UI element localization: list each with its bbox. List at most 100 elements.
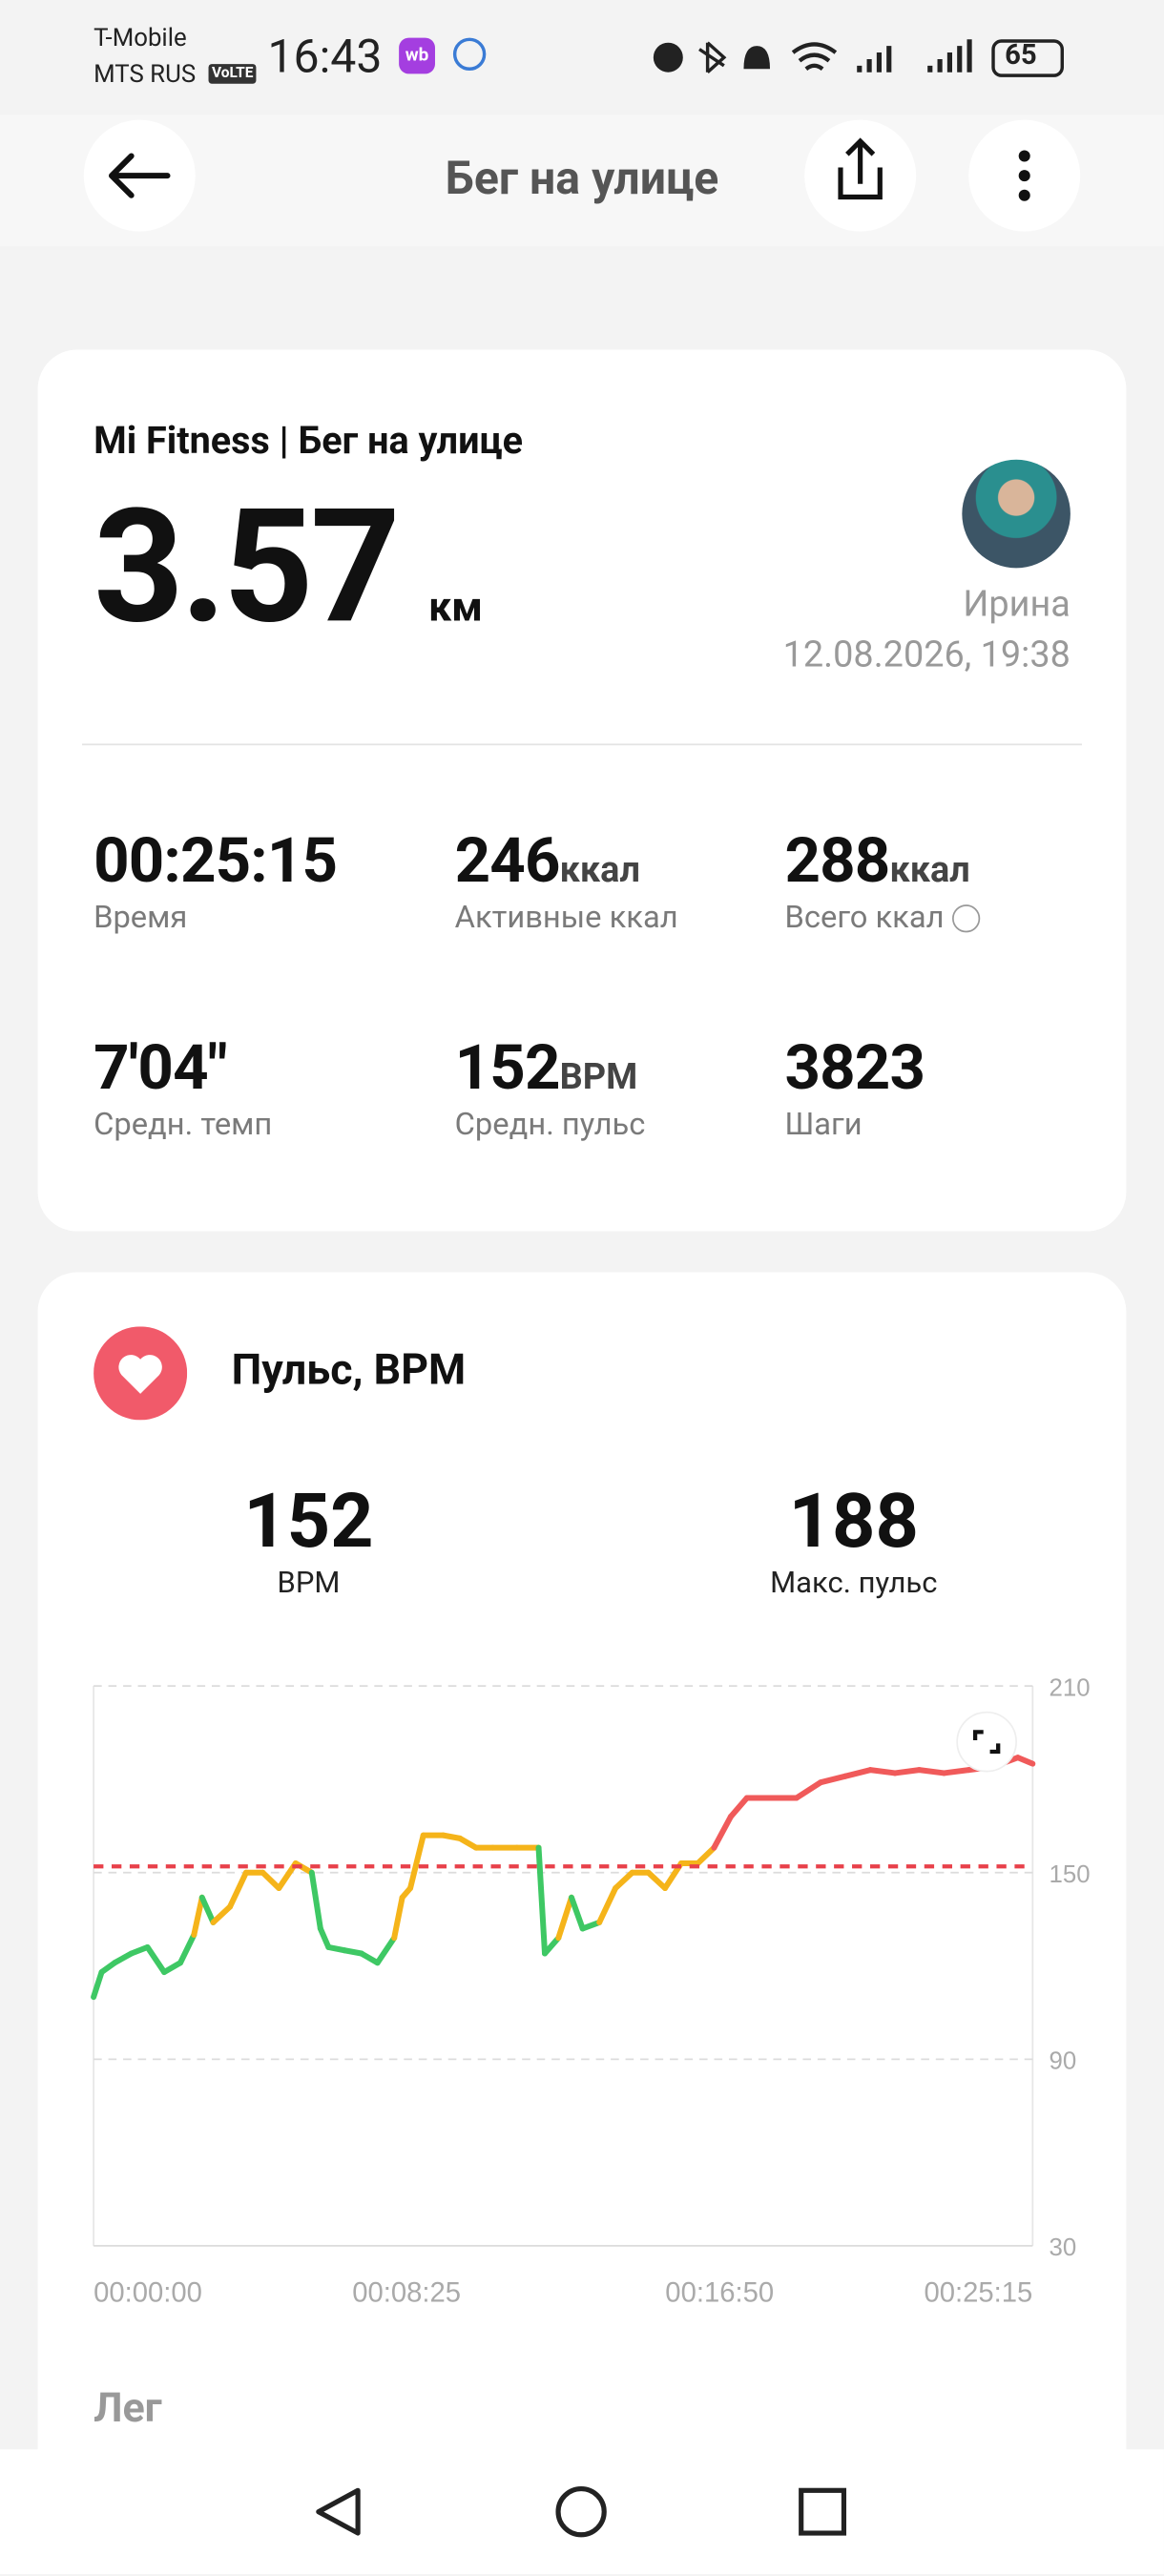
expand-button[interactable] (956, 1711, 1017, 1773)
line-segment (555, 1894, 574, 1942)
line-segment (260, 1869, 282, 1892)
line-segment (711, 1814, 734, 1851)
alarm-icon (653, 42, 683, 73)
line-segment (596, 1885, 619, 1925)
line-segment (457, 1835, 479, 1851)
heart-rate-chart: 30 90 150 210 00:00:00 00:08:25 00:16:50 00:25:… (91, 1674, 1091, 2308)
battery-icon (991, 39, 1065, 77)
stat: 3823 Шаги (784, 1032, 925, 1142)
share-button[interactable] (802, 118, 917, 233)
stat-label-text: Всего ккал (784, 898, 945, 936)
x-tick-label: 00:16:50 (665, 2277, 774, 2308)
y-tick-label: 150 (1050, 1861, 1091, 1888)
stat-unit: ккал (889, 850, 970, 892)
stat-label: Средн. темп (94, 1105, 273, 1143)
stat-unit: BPM (559, 1057, 638, 1099)
nav-recents[interactable] (799, 2487, 847, 2536)
pulse-label: Макс. пульс (770, 1566, 938, 1601)
line-segment (358, 1950, 381, 1966)
line-segment (542, 1935, 562, 1957)
line-segment (191, 1894, 205, 1938)
status-icons (653, 39, 1065, 77)
y-tick-label: 90 (1050, 2048, 1077, 2075)
line-segment (198, 1894, 217, 1925)
line-segment (177, 1931, 197, 1966)
line-segment (867, 1767, 899, 1776)
stat-value: 246 (454, 825, 561, 899)
screen-title: Бег на улице (445, 151, 719, 206)
line-segment (317, 1925, 332, 1950)
wifi-icon (791, 42, 838, 72)
mute-icon (743, 46, 771, 70)
line-segment (112, 1950, 135, 1966)
grid (93, 1685, 1034, 2247)
clock: 16:43 (267, 29, 383, 84)
stat: 00:25:15 Время (94, 826, 338, 936)
line-segment (144, 1943, 168, 1976)
line-segment (568, 1894, 586, 1932)
line-segment (391, 1894, 405, 1942)
stat-value: 152 (454, 1032, 561, 1106)
line-segment (793, 1779, 824, 1801)
user-name: Ирина (963, 584, 1070, 626)
pulse-card (37, 1272, 1127, 2521)
stat: 7'04" Средн. темп (94, 1032, 272, 1142)
line-segment (695, 1844, 717, 1866)
distance-unit: км (428, 584, 483, 633)
line-segment (579, 1919, 603, 1932)
volte: VoLTE (208, 64, 257, 84)
distance: 3.57 (94, 476, 401, 660)
stat: 288ккал Всего ккал (784, 825, 980, 936)
stat-value: 3823 (784, 1032, 925, 1106)
menu-button[interactable] (967, 118, 1081, 233)
line-segment (407, 1832, 426, 1892)
line-segment (535, 1844, 549, 1957)
pulse-title: Пульс, BPM (231, 1345, 467, 1396)
line-segment (91, 1969, 105, 2001)
nav-bar (0, 2449, 1164, 2575)
line-segment (128, 1943, 151, 1957)
stat-unit: ккал (559, 850, 640, 892)
line-segment (916, 1767, 947, 1776)
line-segment (842, 1767, 874, 1779)
line-segment (941, 1767, 972, 1776)
source: Mi Fitness | Бег на улице (94, 418, 523, 464)
line-segment (1014, 1755, 1036, 1767)
back-button[interactable] (82, 118, 197, 233)
signal-icon (927, 39, 972, 73)
line-segment (161, 1960, 184, 1976)
stat-label: Средн. пульс (454, 1105, 646, 1143)
line-segment (645, 1869, 669, 1892)
app-icon (452, 37, 487, 71)
pulse-value: 152 (243, 1477, 374, 1567)
series (91, 1755, 1036, 2001)
line-segment (226, 1869, 249, 1910)
stat-value: 288 (784, 825, 890, 899)
stat: 246ккал Активные ккал (455, 826, 678, 936)
line-segment (727, 1795, 750, 1820)
nav-back[interactable] (316, 2487, 361, 2536)
line-segment (613, 1869, 635, 1892)
line-segment (818, 1773, 849, 1786)
avatar (962, 459, 1070, 569)
line-segment (308, 1869, 323, 1932)
y-tick-label: 30 (1050, 2234, 1077, 2261)
signal-icon (857, 46, 892, 73)
carrier: MTS RUS (94, 58, 197, 89)
pulse-label: BPM (277, 1566, 341, 1601)
line-segment (892, 1767, 923, 1776)
info-icon[interactable] (951, 904, 980, 933)
nav-home[interactable] (555, 2486, 607, 2538)
line-segment (210, 1903, 234, 1925)
x-tick-label: 00:25:15 (924, 2277, 1032, 2308)
section-title: Лег (94, 2385, 162, 2434)
y-tick-label: 210 (1050, 1674, 1091, 1701)
stat-label: Активные ккал (454, 898, 678, 936)
pulse-stat: 188 Макс. пульс (722, 1478, 985, 1601)
x-tick-label: 00:08:25 (352, 2277, 461, 2308)
stat-label: Всего ккал (784, 898, 980, 936)
pulse-stat: 152 BPM (177, 1478, 440, 1601)
